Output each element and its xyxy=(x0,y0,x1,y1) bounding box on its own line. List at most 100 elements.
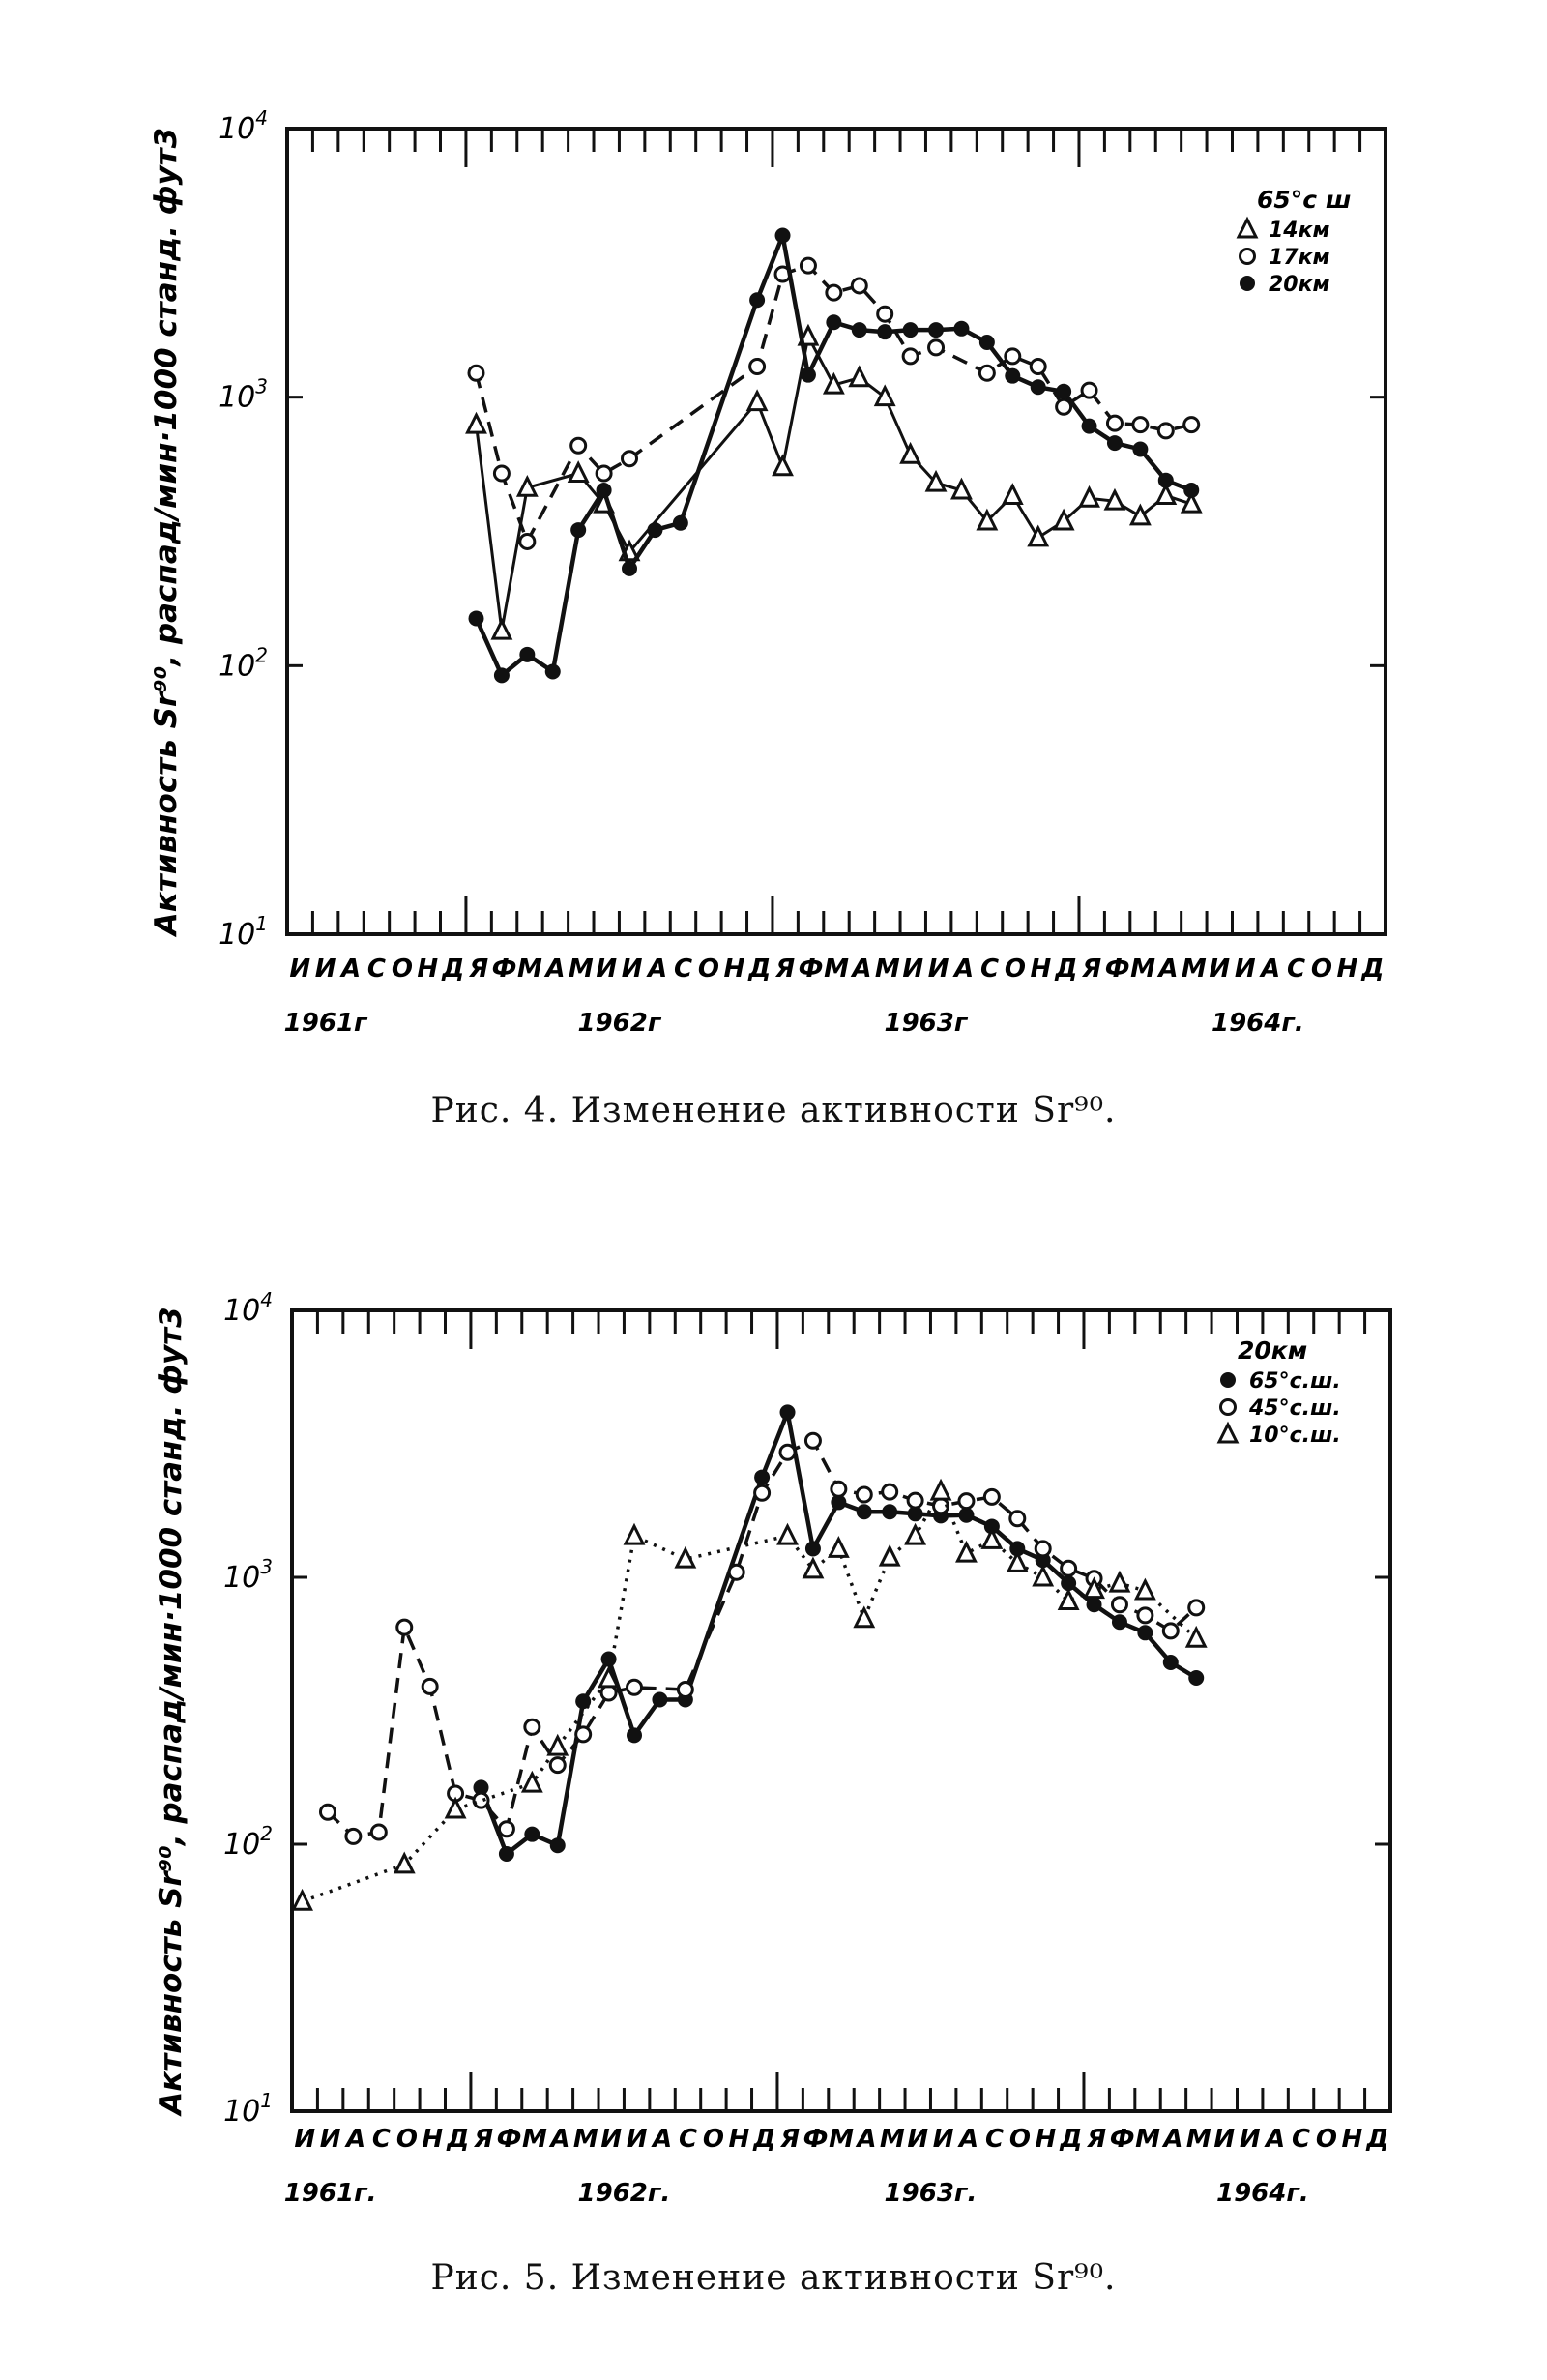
data-point xyxy=(1009,1541,1026,1557)
data-point xyxy=(772,454,794,477)
y-tick-exponent: 2 xyxy=(260,1822,273,1845)
month-tick-label: А xyxy=(646,955,667,984)
figure-4-caption: Рис. 4. Изменение активности Sr⁹⁰. xyxy=(430,1091,1117,1131)
data-point xyxy=(1154,483,1178,505)
data-point xyxy=(1110,1596,1128,1614)
data-point xyxy=(498,1845,514,1862)
data-point xyxy=(672,514,688,531)
data-point xyxy=(626,1678,644,1696)
data-point xyxy=(444,1796,467,1819)
y-tick-base: 10 xyxy=(223,1828,260,1862)
month-tick-label: И xyxy=(1209,955,1230,984)
data-point xyxy=(1006,1549,1029,1572)
month-tick-label: С xyxy=(367,955,386,984)
month-tick-label: И xyxy=(600,2125,622,2154)
y-tick-label: 104 xyxy=(219,106,268,146)
month-tick-label: И xyxy=(928,955,949,984)
data-point xyxy=(882,1504,898,1520)
data-point xyxy=(776,1522,799,1545)
month-tick-label: Я xyxy=(473,2125,493,2154)
y-tick-base: 10 xyxy=(223,1561,260,1595)
data-point xyxy=(978,334,995,350)
month-tick-label: Ф xyxy=(1105,955,1130,984)
legend-title: 20км xyxy=(1238,1337,1307,1365)
plot-frame xyxy=(285,127,1387,936)
month-tick-label: М xyxy=(569,955,594,984)
month-tick-label: И xyxy=(1240,2125,1261,2154)
data-point xyxy=(803,1431,822,1450)
month-tick-label: М xyxy=(875,955,900,984)
data-point xyxy=(853,1605,876,1629)
data-point xyxy=(369,1823,388,1841)
year-label: 1964г. xyxy=(1211,1009,1304,1038)
data-point xyxy=(928,322,945,338)
data-point xyxy=(567,460,590,484)
month-tick-label: С xyxy=(980,955,999,984)
month-tick-label: О xyxy=(1009,2125,1031,2154)
figure-5-caption: Рис. 5. Изменение активности Sr⁹⁰. xyxy=(430,2258,1117,2298)
month-tick-label: С xyxy=(1292,2125,1310,2154)
data-point xyxy=(953,320,970,337)
month-tick-label: Д xyxy=(747,955,771,984)
data-point xyxy=(848,365,871,388)
year-label: 1961г xyxy=(284,1009,368,1038)
data-point xyxy=(1083,1576,1105,1600)
data-point xyxy=(518,532,537,550)
month-tick-label: М xyxy=(517,955,542,984)
data-point xyxy=(1004,347,1022,366)
month-tick-label: Д xyxy=(1054,955,1077,984)
month-tick-label: Н xyxy=(1035,2125,1056,2154)
year-label: 1964г. xyxy=(1216,2179,1309,2208)
data-point xyxy=(1131,416,1150,434)
month-tick-label: Н xyxy=(417,955,438,984)
data-point xyxy=(830,1480,848,1498)
data-point xyxy=(1111,1614,1127,1631)
data-point xyxy=(799,256,817,275)
data-point xyxy=(904,1522,927,1545)
data-point xyxy=(1137,1625,1153,1641)
month-tick-label: Ф xyxy=(803,2125,829,2154)
data-point xyxy=(548,1756,567,1775)
data-point xyxy=(1061,1575,1077,1592)
month-tick-label: А xyxy=(339,955,361,984)
data-point xyxy=(754,1469,771,1485)
data-point xyxy=(1086,1597,1102,1613)
month-tick-label: Я xyxy=(1086,2125,1106,2154)
data-point xyxy=(831,1494,847,1511)
data-point xyxy=(774,227,791,244)
month-tick-label: Д xyxy=(752,2125,775,2154)
data-point xyxy=(544,663,561,680)
data-point xyxy=(745,389,769,412)
month-tick-label: С xyxy=(679,2125,697,2154)
month-tick-label: М xyxy=(1135,2125,1160,2154)
data-point xyxy=(1081,418,1097,434)
data-point xyxy=(779,1404,796,1421)
data-point xyxy=(800,367,816,383)
series-0 xyxy=(473,1404,1205,1862)
data-point xyxy=(950,477,973,500)
legend-label: 45°с.ш. xyxy=(1248,1396,1341,1421)
data-point xyxy=(515,474,539,497)
data-point xyxy=(490,617,513,640)
series-1 xyxy=(467,256,1201,550)
data-point xyxy=(291,1888,313,1911)
data-point xyxy=(574,1725,593,1744)
month-tick-label: О xyxy=(396,2125,418,2154)
data-point xyxy=(393,1851,416,1874)
month-tick-label: Я xyxy=(779,2125,800,2154)
month-tick-label: О xyxy=(703,2125,724,2154)
month-tick-label: Д xyxy=(441,955,464,984)
data-point xyxy=(901,347,919,366)
month-tick-label: Д xyxy=(446,2125,469,2154)
month-tick-label: О xyxy=(1005,955,1026,984)
data-point xyxy=(1103,487,1126,511)
legend-marker-icon xyxy=(1239,248,1256,265)
month-tick-label: Ф xyxy=(799,955,824,984)
series-0 xyxy=(465,323,1203,640)
y-tick-exponent: 2 xyxy=(255,643,268,666)
month-tick-label: И xyxy=(627,2125,648,2154)
data-point xyxy=(878,1543,901,1567)
month-tick-label: И xyxy=(933,2125,954,2154)
legend-label: 14км xyxy=(1269,219,1330,243)
